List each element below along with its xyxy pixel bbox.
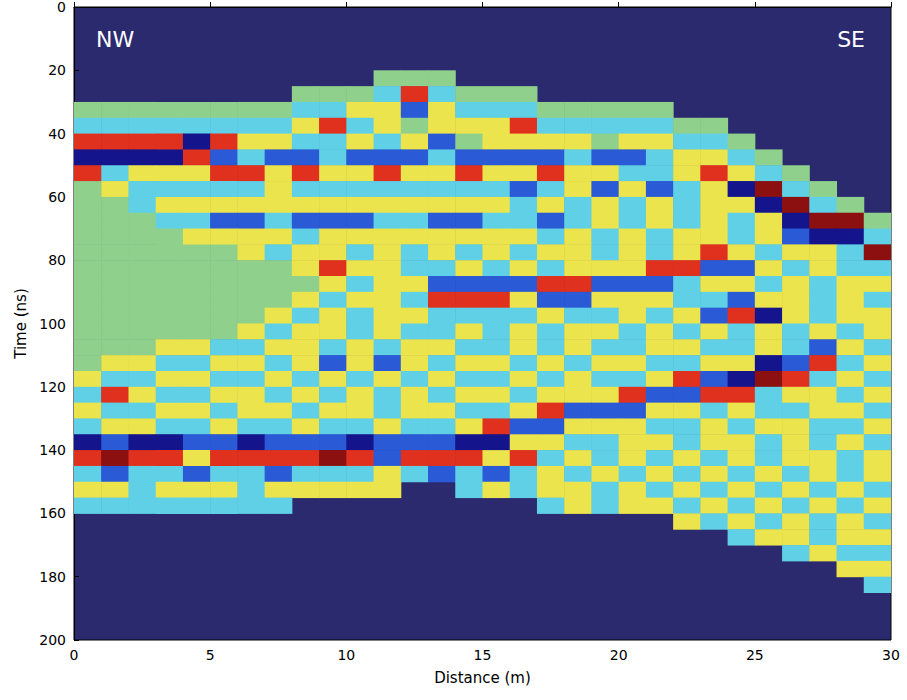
svg-text:5: 5 — [206, 647, 215, 663]
svg-text:15: 15 — [474, 647, 492, 663]
svg-text:0: 0 — [70, 647, 79, 663]
svg-text:100: 100 — [39, 316, 66, 332]
svg-text:180: 180 — [39, 569, 66, 585]
svg-text:0: 0 — [57, 0, 66, 15]
svg-text:140: 140 — [39, 442, 66, 458]
svg-text:120: 120 — [39, 379, 66, 395]
svg-text:Time (ns): Time (ns) — [12, 288, 30, 360]
svg-text:10: 10 — [337, 647, 355, 663]
svg-text:NW: NW — [96, 27, 134, 52]
svg-text:Distance (m): Distance (m) — [434, 669, 531, 687]
svg-text:60: 60 — [48, 189, 66, 205]
svg-text:20: 20 — [610, 647, 628, 663]
svg-text:160: 160 — [39, 505, 66, 521]
svg-text:40: 40 — [48, 126, 66, 142]
svg-text:20: 20 — [48, 62, 66, 78]
svg-text:30: 30 — [882, 647, 900, 663]
svg-text:200: 200 — [39, 632, 66, 648]
svg-text:25: 25 — [746, 647, 764, 663]
svg-text:SE: SE — [837, 27, 865, 52]
svg-text:80: 80 — [48, 252, 66, 268]
